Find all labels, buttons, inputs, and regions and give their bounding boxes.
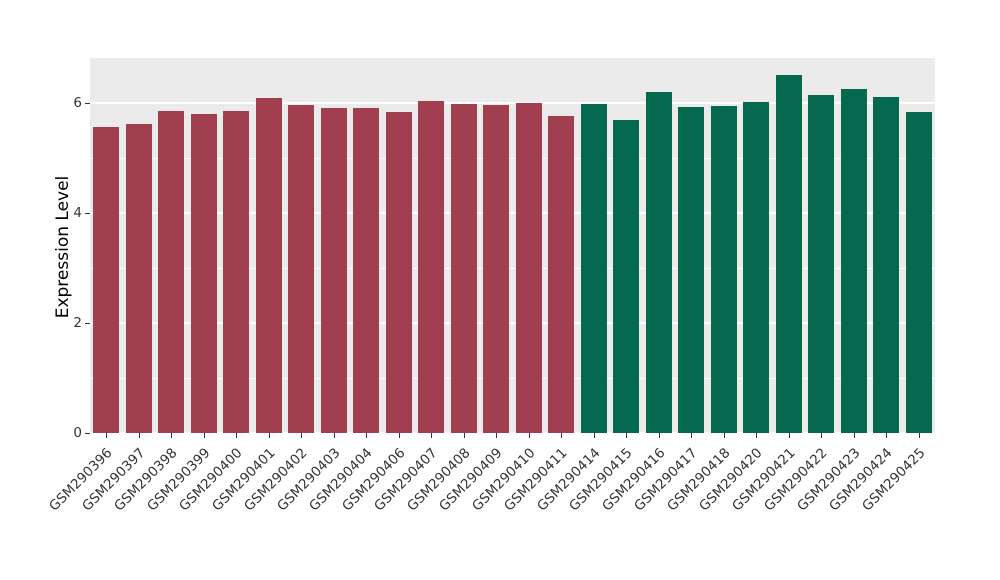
x-tick-mark: [919, 433, 920, 438]
y-tick-mark: [85, 433, 90, 434]
bar-GSM290416: [646, 92, 672, 433]
y-tick-mark: [85, 103, 90, 105]
bar-GSM290404: [353, 108, 379, 433]
gridline-minor: [90, 267, 935, 269]
bar-GSM290403: [321, 108, 347, 433]
y-tick-mark: [85, 213, 90, 215]
y-tick-label: 4: [73, 205, 82, 222]
bar-GSM290423: [841, 89, 867, 433]
y-tick-label: 2: [73, 315, 82, 332]
bar-GSM290415: [613, 120, 639, 433]
x-tick-mark: [269, 433, 270, 438]
gridline-major: [90, 102, 935, 105]
bar-GSM290422: [808, 95, 834, 433]
bar-GSM290397: [126, 124, 152, 433]
bar-GSM290414: [581, 104, 607, 433]
bar-GSM290409: [483, 105, 509, 433]
x-tick-mark: [366, 433, 367, 438]
x-tick-mark: [204, 433, 205, 438]
x-tick-mark: [821, 433, 822, 438]
bar-GSM290408: [451, 104, 477, 433]
bar-GSM290398: [158, 111, 184, 433]
bar-GSM290411: [548, 116, 574, 433]
bar-GSM290424: [873, 97, 899, 433]
bar-GSM290418: [711, 106, 737, 433]
bar-GSM290400: [223, 111, 249, 433]
bar-GSM290401: [256, 98, 282, 433]
gridline-major: [90, 322, 935, 325]
bar-GSM290420: [743, 102, 769, 433]
bar-GSM290421: [776, 75, 802, 433]
bar-GSM290399: [191, 114, 217, 433]
x-tick-mark: [334, 433, 335, 438]
gridline-minor: [90, 157, 935, 159]
y-tick-label: 0: [73, 425, 82, 441]
bar-GSM290396: [93, 127, 119, 433]
bar-GSM290410: [516, 103, 542, 433]
x-tick-mark: [301, 433, 302, 438]
gridline-major: [90, 212, 935, 215]
x-tick-mark: [626, 433, 627, 438]
x-tick-mark: [724, 433, 725, 438]
x-tick-mark: [139, 433, 140, 438]
x-tick-mark: [594, 433, 595, 438]
x-tick-mark: [659, 433, 660, 438]
x-tick-mark: [789, 433, 790, 438]
x-tick-mark: [236, 433, 237, 438]
x-tick-mark: [756, 433, 757, 438]
y-axis-title: Expression Level: [53, 175, 73, 319]
x-tick-mark: [529, 433, 530, 438]
bar-GSM290402: [288, 105, 314, 433]
y-tick-mark: [85, 323, 90, 325]
x-tick-mark: [464, 433, 465, 438]
x-tick-mark: [854, 433, 855, 438]
y-tick-label: 6: [73, 95, 82, 112]
x-tick-mark: [561, 433, 562, 438]
plot-panel: [90, 58, 935, 434]
x-tick-mark: [496, 433, 497, 438]
x-tick-mark: [431, 433, 432, 438]
bar-GSM290407: [418, 101, 444, 433]
x-tick-mark: [691, 433, 692, 438]
gridline-minor: [90, 377, 935, 379]
x-tick-mark: [399, 433, 400, 438]
x-tick-mark: [171, 433, 172, 438]
bar-GSM290417: [678, 107, 704, 433]
x-tick-mark: [106, 433, 107, 438]
bar-GSM290425: [906, 112, 932, 433]
x-tick-mark: [886, 433, 887, 438]
bar-GSM290406: [386, 112, 412, 433]
gridline-major: [90, 432, 935, 434]
